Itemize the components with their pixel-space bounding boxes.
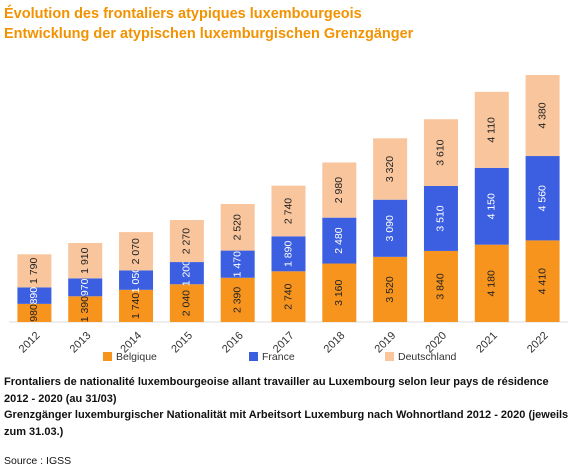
x-tick-label: 2013 [68, 330, 94, 356]
chart-subtitle: Entwicklung der atypischen luxemburgisch… [4, 26, 414, 42]
footnote-fr: Frontaliers de nationalité luxembourgeoi… [4, 376, 549, 405]
footnote-de: Grenzgänger luxemburgischer Nationalität… [4, 409, 569, 438]
x-tick-label: 2019 [373, 330, 399, 356]
value-label: 2 740 [282, 283, 294, 309]
bar-segment [220, 277, 255, 322]
x-tick-label: 2021 [474, 330, 500, 356]
value-label: 4 180 [486, 270, 498, 296]
value-label: 1 910 [79, 247, 91, 273]
bar-segment [119, 289, 154, 322]
value-label: 1 790 [28, 258, 40, 284]
bar-segment [17, 303, 52, 322]
value-label: 2 270 [181, 228, 193, 254]
legend-swatch [385, 352, 394, 361]
legend-label: France [262, 351, 295, 363]
bar-segment [119, 232, 154, 271]
value-label: 4 380 [536, 102, 548, 128]
bar-segment [169, 284, 204, 322]
bar-segment [169, 220, 204, 263]
value-label: 1 390 [79, 296, 91, 322]
value-label: 2 520 [231, 214, 243, 240]
value-label: 3 160 [333, 279, 345, 305]
value-label: 2 740 [282, 198, 294, 224]
source: Source : IGSS [4, 455, 72, 467]
value-label: 3 610 [435, 139, 447, 165]
bar-segment [474, 167, 509, 245]
bar-segment [271, 271, 306, 322]
value-label: 3 090 [384, 215, 396, 241]
x-tick-label: 2015 [169, 330, 195, 356]
value-label: 2 980 [333, 177, 345, 203]
bar-segment [474, 91, 509, 168]
bar-segment [68, 278, 103, 297]
bar-segment [169, 262, 204, 285]
bar-segment [271, 236, 306, 272]
legend-swatch [249, 352, 258, 361]
value-label: 980 [28, 304, 40, 322]
value-label: 3 510 [435, 205, 447, 231]
x-tick-label: 2022 [525, 330, 551, 356]
bar-segment [423, 250, 458, 322]
value-label: 3 520 [384, 276, 396, 302]
legend-label: Belgique [116, 351, 157, 363]
value-label: 1 740 [130, 293, 142, 319]
value-label: 2 040 [181, 290, 193, 316]
value-label: 4 410 [536, 268, 548, 294]
value-label: 3 320 [384, 156, 396, 182]
bar-segment [271, 185, 306, 237]
bar-segment [68, 296, 103, 322]
value-label: 4 560 [536, 185, 548, 211]
bar-segment [525, 75, 560, 157]
value-label: 4 150 [486, 193, 498, 219]
value-label: 1 050 [130, 267, 142, 293]
x-tick-label: 2016 [220, 330, 246, 356]
bar-segment [220, 250, 255, 278]
bar-segment [373, 138, 408, 200]
value-label: 4 110 [486, 117, 498, 143]
bar-segment [322, 217, 357, 264]
bar-segment [322, 162, 357, 218]
bar-segment [525, 156, 560, 241]
bar-segment [423, 186, 458, 251]
value-label: 2 480 [333, 227, 345, 253]
bar-segment [423, 119, 458, 187]
value-label: 2 070 [130, 238, 142, 264]
bar-segment [373, 256, 408, 322]
chart: Évolution des frontaliers atypiques luxe… [4, 5, 568, 363]
value-label: 1 890 [282, 241, 294, 267]
bar-segment [17, 254, 52, 288]
value-label: 890 [28, 287, 40, 305]
legend-label: Deutschland [398, 351, 457, 363]
x-tick-label: 2012 [17, 330, 43, 356]
bar-segment [17, 287, 52, 304]
bar-segment [322, 263, 357, 322]
value-label: 1 200 [181, 260, 193, 286]
x-tick-label: 2018 [322, 330, 348, 356]
bar-segment [68, 242, 103, 279]
bar-segment [220, 203, 255, 251]
value-label: 3 840 [435, 273, 447, 299]
legend-swatch [103, 352, 112, 361]
bar-segment [525, 240, 560, 322]
value-label: 1 470 [231, 251, 243, 277]
bar-segment [373, 199, 408, 257]
value-label: 2 390 [231, 287, 243, 313]
value-label: 970 [79, 278, 91, 296]
bar-segment [474, 244, 509, 322]
bar-segment [119, 270, 154, 290]
chart-title: Évolution des frontaliers atypiques luxe… [4, 5, 362, 22]
